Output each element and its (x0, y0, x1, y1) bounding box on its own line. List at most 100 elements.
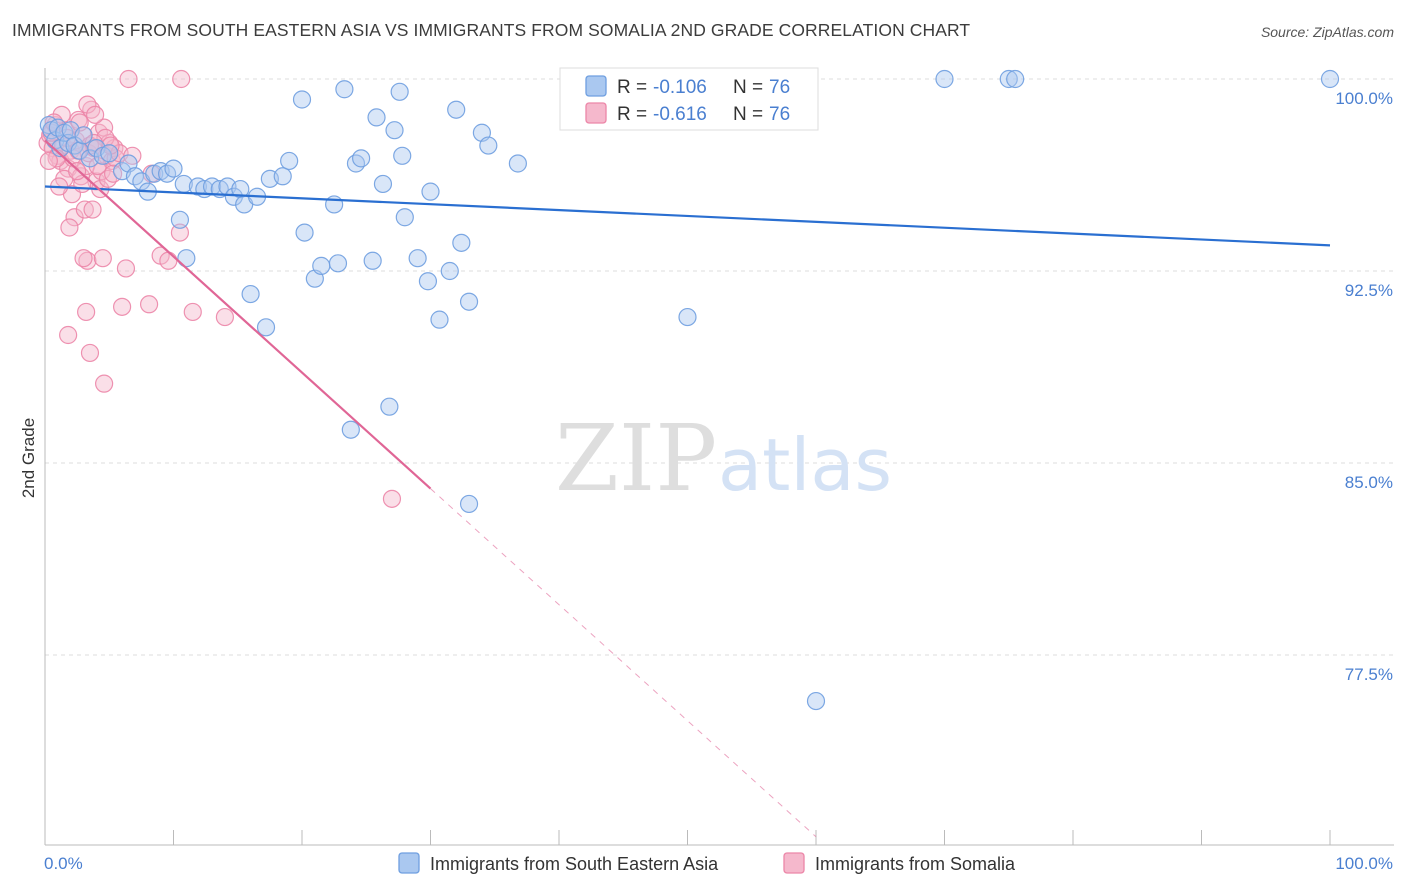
x-tick-label: 100.0% (1335, 854, 1393, 873)
x-tick-labels: 0.0% 100.0% (44, 854, 1393, 873)
pink-data-point (78, 95, 97, 114)
pink-data-point (39, 151, 58, 171)
watermark-atlas: atlas (718, 423, 892, 507)
blue-data-point (280, 151, 299, 171)
blue-data-point (256, 318, 276, 337)
pink-series-points (38, 69, 402, 508)
blue-data-point (430, 310, 449, 329)
blue-data-point (385, 121, 404, 140)
pink-data-point (183, 302, 202, 322)
trend-lines (44, 139, 1331, 838)
pink-data-point (112, 297, 132, 316)
y-tick-label: 100.0% (1335, 89, 1393, 108)
blue-data-point (452, 233, 471, 252)
blue-data-point (1006, 69, 1025, 89)
blue-data-point (346, 154, 366, 173)
blue-data-point (100, 144, 119, 163)
blue-data-point (395, 208, 414, 227)
y-tick-label: 85.0% (1345, 473, 1393, 492)
bottom-legend: Immigrants from South Eastern Asia Immig… (398, 852, 1016, 874)
pink-data-point (139, 295, 159, 314)
blue-data-point (440, 261, 459, 281)
bottom-legend-label-pink: Immigrants from Somalia (815, 854, 1016, 874)
legend-r-value-1: -0.106 (653, 77, 707, 98)
blue-data-point (447, 100, 466, 119)
blue-data-point (806, 691, 826, 711)
legend-n-value-1: 76 (769, 77, 790, 98)
pink-data-point (382, 489, 402, 508)
blue-data-point (393, 146, 412, 165)
x-tick-label: 0.0% (44, 854, 83, 873)
blue-series-points (39, 69, 1340, 711)
legend-r-label-1: R = (617, 77, 647, 98)
blue-data-point (312, 256, 331, 275)
blue-data-point (65, 136, 84, 155)
blue-data-point (390, 82, 409, 101)
blue-data-point (508, 154, 527, 173)
legend-n-value-2: 76 (769, 104, 790, 125)
grid-lines (45, 78, 1394, 656)
legend-swatch-pink (585, 102, 607, 124)
pink-data-point (83, 200, 102, 219)
blue-data-point (292, 90, 312, 109)
legend-r-value-2: -0.616 (653, 104, 707, 125)
blue-data-point (363, 251, 382, 270)
blue-data-point (352, 149, 371, 168)
blue-trend-line (44, 185, 1331, 247)
pink-data-point (119, 69, 138, 89)
pink-data-point (74, 249, 93, 268)
legend-swatch-blue (585, 75, 607, 97)
bottom-legend-swatch-pink (783, 852, 805, 874)
pink-data-point (93, 249, 112, 268)
legend-n-label-2: N = (733, 104, 763, 125)
blue-data-point (380, 397, 399, 416)
blue-data-point (678, 307, 697, 327)
blue-data-point (418, 272, 438, 291)
blue-data-point (935, 69, 954, 89)
pink-data-point (95, 374, 114, 393)
y-axis-label: 2nd Grade (19, 418, 38, 498)
blue-data-point (999, 69, 1018, 89)
source-label: Source: ZipAtlas.com (1260, 24, 1394, 40)
legend-n-label-1: N = (733, 77, 763, 98)
pink-data-point (75, 200, 94, 219)
blue-data-point (335, 80, 354, 99)
pink-data-point (88, 156, 107, 176)
pink-data-point (116, 259, 136, 278)
pink-data-point (170, 223, 190, 242)
bottom-legend-label-blue: Immigrants from South Eastern Asia (430, 854, 719, 874)
watermark-zip: ZIP (555, 405, 717, 512)
blue-data-point (459, 494, 479, 514)
pink-data-point (59, 325, 78, 345)
blue-data-point (74, 126, 93, 145)
pink-data-point (215, 307, 234, 327)
blue-data-point (273, 167, 292, 186)
chart-title: IMMIGRANTS FROM SOUTH EASTERN ASIA VS IM… (12, 20, 971, 40)
pink-data-point (65, 208, 84, 227)
pink-data-point (172, 69, 191, 89)
pink-data-point (101, 136, 120, 155)
pink-data-point (80, 343, 100, 363)
pink-data-point (60, 218, 79, 237)
blue-data-point (408, 249, 427, 268)
blue-data-point (367, 108, 386, 127)
blue-data-point (459, 292, 479, 311)
blue-data-point (231, 179, 250, 199)
bottom-legend-swatch-blue (398, 852, 420, 874)
blue-data-point (295, 223, 314, 242)
legend-box: R = -0.106 N = 76 R = -0.616 N = 76 (559, 67, 819, 131)
blue-data-point (1320, 69, 1340, 89)
pink-data-point (77, 302, 96, 322)
pink-data-point (86, 105, 105, 124)
pink-data-point (159, 251, 178, 270)
y-tick-label: 92.5% (1345, 281, 1393, 300)
blue-data-point (373, 174, 393, 194)
blue-data-point (164, 159, 183, 178)
pink-trend-extension (430, 488, 817, 838)
blue-data-point (479, 136, 498, 155)
blue-data-point (341, 420, 360, 439)
blue-data-point (328, 254, 348, 273)
blue-data-point (241, 284, 260, 304)
blue-data-point (421, 182, 440, 201)
